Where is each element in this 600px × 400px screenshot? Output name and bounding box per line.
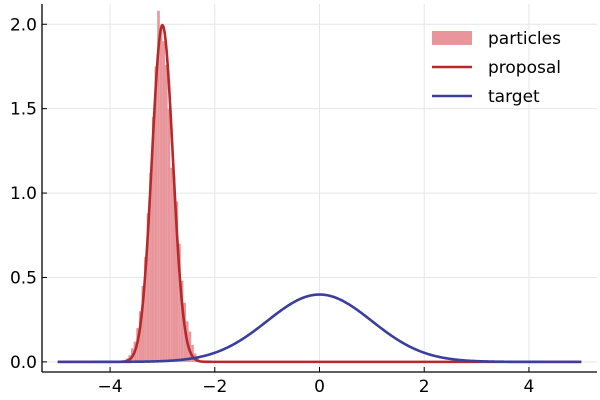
particles-legend-label: particles <box>488 29 561 49</box>
y-tick-label: 0.5 <box>10 268 37 288</box>
y-tick-label: 2.0 <box>10 15 37 35</box>
histogram-bar <box>180 280 184 362</box>
y-tick-label: 0.0 <box>10 353 37 373</box>
histogram-bar <box>175 201 179 362</box>
target-legend-label: target <box>488 87 540 107</box>
histogram-bar <box>151 117 155 362</box>
histogram-bar <box>165 64 168 362</box>
y-tick-label: 1.5 <box>10 100 37 120</box>
histogram-bar <box>144 257 147 362</box>
y-tick-label: 1.0 <box>10 184 37 204</box>
histogram-bar <box>141 285 145 362</box>
x-tick-label: 2 <box>419 377 430 397</box>
proposal-legend-label: proposal <box>488 58 561 78</box>
histogram-bar <box>157 10 160 362</box>
x-tick-label: −4 <box>98 377 123 397</box>
histogram-bar <box>138 311 142 362</box>
target-line <box>57 293 582 364</box>
histogram-bar <box>167 108 171 362</box>
histogram-bar <box>159 27 163 362</box>
histogram-bar <box>149 172 152 362</box>
histogram-bar <box>178 243 181 362</box>
particles-legend-swatch <box>432 31 472 45</box>
histogram-bar <box>188 331 192 362</box>
particles-histogram <box>125 10 200 362</box>
histogram-bar <box>170 167 173 362</box>
histogram-bar <box>191 344 194 362</box>
histogram-bar <box>162 41 166 362</box>
x-tick-label: 4 <box>524 377 535 397</box>
tick-labels: −4 −2 0 2 4 0.0 0.5 1.0 1.5 2.0 <box>10 15 534 397</box>
x-tick-label: 0 <box>314 377 325 397</box>
x-tick-label: −2 <box>202 377 227 397</box>
histogram-bar <box>154 66 158 362</box>
legend: particles proposal target <box>432 29 561 107</box>
density-lines <box>57 23 582 364</box>
histogram-bar <box>172 176 176 362</box>
histogram-bar <box>146 213 150 362</box>
